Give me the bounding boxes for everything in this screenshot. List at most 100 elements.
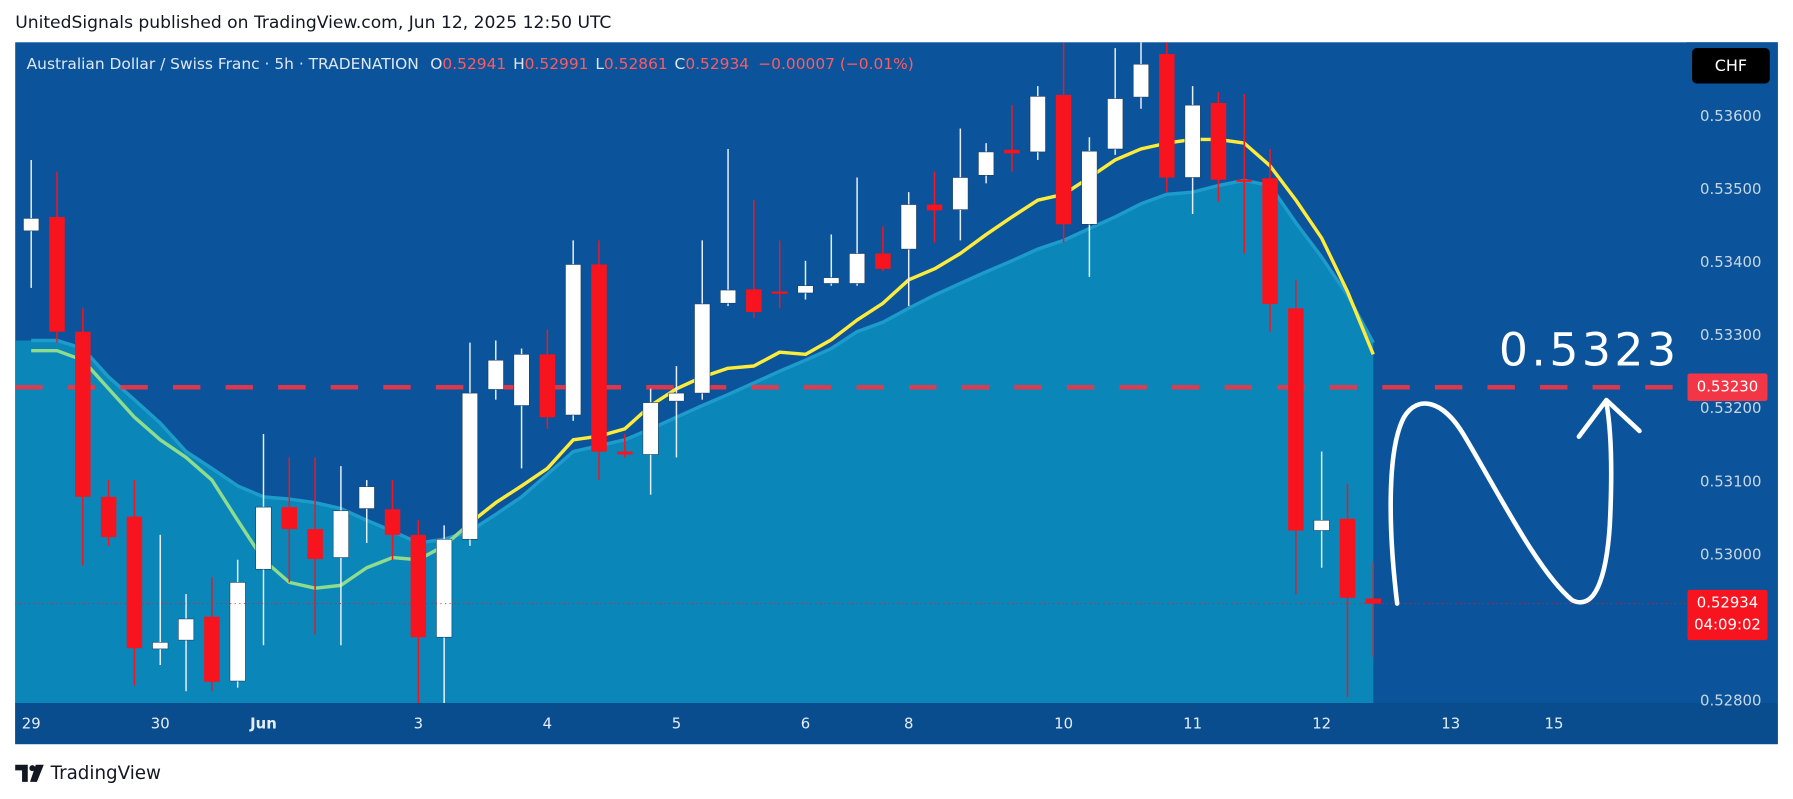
countdown-label: 04:09:02 <box>1694 615 1761 633</box>
projection-curve <box>1388 400 1614 606</box>
level-price-box <box>1687 373 1768 401</box>
legend-item: 0.52934 <box>685 55 749 73</box>
x-tick-label: 10 <box>1054 715 1073 733</box>
level-price-label: 0.53230 <box>1697 377 1758 395</box>
ma-line <box>31 348 472 590</box>
x-tick-label: 6 <box>801 715 810 733</box>
ma-area-line <box>31 178 1375 545</box>
candle-body <box>281 507 298 530</box>
tradingview-logo: TradingView <box>15 763 161 784</box>
candle-body <box>694 303 711 394</box>
candle-body <box>565 264 582 416</box>
logo-mark <box>15 764 28 782</box>
y-tick-label: 0.53000 <box>1700 545 1761 563</box>
y-tick-label: 0.53200 <box>1700 399 1761 417</box>
candle-body <box>1081 150 1098 225</box>
candle-body <box>1184 104 1201 178</box>
logo-mark <box>30 764 44 782</box>
candle-body <box>126 516 143 649</box>
candle-body <box>926 204 943 211</box>
candle-body <box>1029 96 1046 153</box>
legend-item: 0.52861 <box>604 55 668 73</box>
candle-body <box>307 529 323 560</box>
candle-body <box>100 496 117 538</box>
legend-item: H <box>513 55 525 73</box>
x-tick-label: 5 <box>672 715 681 733</box>
x-tick-label: Jun <box>249 715 277 733</box>
candle-body <box>591 264 607 452</box>
candle-body <box>797 285 814 294</box>
candle-body <box>539 354 556 418</box>
plot-area <box>15 42 1687 703</box>
candle-body <box>978 151 995 176</box>
last-price-label: 0.52934 <box>1697 594 1758 612</box>
candle-body <box>1288 308 1304 531</box>
candle-body <box>1210 102 1227 180</box>
y-tick-label: 0.53100 <box>1700 472 1761 490</box>
last-price-box <box>1687 589 1768 641</box>
legend-item: 0.52991 <box>525 55 589 73</box>
candle-body <box>461 392 478 540</box>
x-tick-label: 8 <box>904 715 913 733</box>
y-tick-label: 0.52800 <box>1700 692 1761 710</box>
candle-body <box>23 218 40 232</box>
candle-body <box>204 616 220 682</box>
legend-item: C <box>675 55 686 73</box>
legend-item: 0.52941 <box>442 55 506 73</box>
candle-body <box>1262 178 1278 304</box>
legend-item: −0.00007 (−0.01%) <box>758 55 914 73</box>
candle-body <box>720 289 737 304</box>
legend-row: Australian Dollar / Swiss Franc · 5h · T… <box>27 55 914 73</box>
candle-body <box>642 402 659 455</box>
candle-body <box>358 486 375 509</box>
candle-body <box>152 642 169 650</box>
x-tick-label: 11 <box>1183 715 1202 733</box>
candle-body <box>746 289 762 312</box>
candle-body <box>487 359 504 390</box>
x-tick-label: 3 <box>414 715 423 733</box>
legend-item: L <box>595 55 604 73</box>
x-tick-label: 30 <box>151 715 170 733</box>
candle-body <box>771 291 788 294</box>
candle-body <box>410 534 427 638</box>
legend-item: O <box>430 55 442 73</box>
candle-body <box>1004 149 1020 154</box>
candle-body <box>823 277 840 284</box>
y-tick-label: 0.53300 <box>1700 326 1761 344</box>
candle-body <box>1339 518 1356 598</box>
candle-body <box>332 510 349 558</box>
legend-item: Australian Dollar / Swiss Franc · 5h · T… <box>27 55 419 73</box>
currency-label[interactable]: CHF <box>1715 56 1747 75</box>
candle-body <box>1107 98 1124 150</box>
candle-body <box>1132 63 1150 98</box>
candle-body <box>229 582 246 682</box>
candle-body <box>952 177 969 210</box>
candle-body <box>668 392 685 402</box>
x-tick-label: 29 <box>22 715 41 733</box>
projection-arrowhead <box>1576 397 1642 439</box>
candle-body <box>75 331 91 497</box>
candle-body <box>1055 94 1072 225</box>
candle-body <box>849 253 866 284</box>
brand-name: TradingView <box>50 763 161 784</box>
candle-body <box>1313 519 1330 531</box>
x-tick-label: 12 <box>1312 715 1331 733</box>
ma-area <box>15 180 1374 703</box>
candle-body <box>178 618 195 641</box>
candle-body <box>436 538 453 638</box>
candle-body <box>1365 598 1382 604</box>
currency-button[interactable] <box>1692 48 1770 84</box>
y-tick-label: 0.53400 <box>1700 253 1761 271</box>
publisher-header: UnitedSignals published on TradingView.c… <box>15 13 611 33</box>
logo-mark <box>29 765 36 772</box>
candle-body <box>255 506 272 570</box>
time-axis-strip <box>15 702 1778 745</box>
candle-body <box>1159 53 1175 178</box>
candle-body <box>384 509 401 535</box>
candle-body <box>1236 179 1252 182</box>
candle-body <box>513 354 530 406</box>
x-tick-label: 4 <box>543 715 552 733</box>
candle-body <box>900 204 917 250</box>
